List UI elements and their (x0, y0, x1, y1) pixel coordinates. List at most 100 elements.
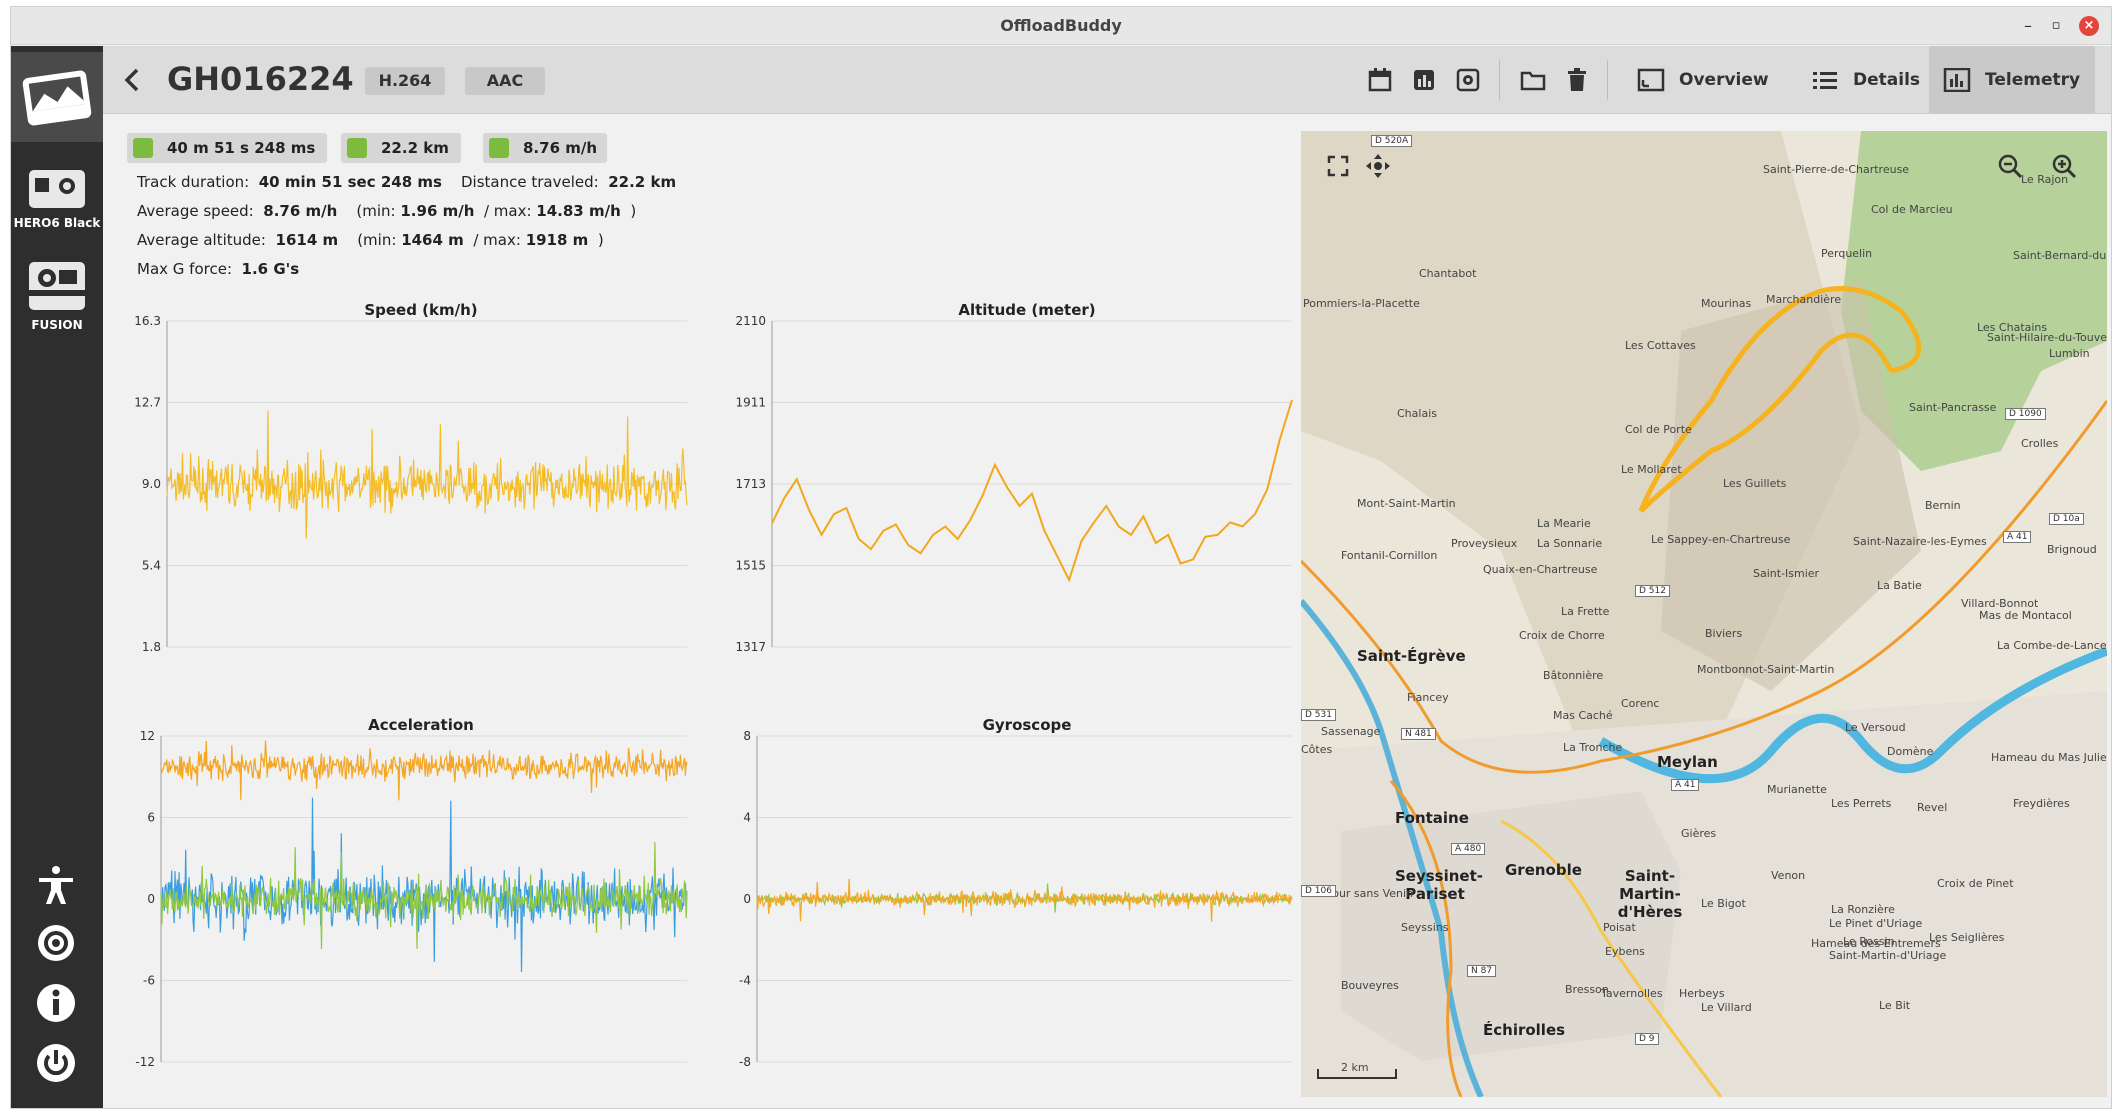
photo-library-icon (22, 70, 92, 126)
y-tick-label: 0 (743, 892, 751, 906)
road-sign: D 520A (1371, 135, 1413, 147)
label: / max: (473, 231, 521, 249)
altitude-series-line (771, 399, 1293, 583)
trash-icon[interactable] (1563, 66, 1591, 94)
map-city: Échirolles (1483, 1021, 1566, 1039)
y-tick-label: -12 (135, 1055, 155, 1069)
chart-icon[interactable] (1410, 66, 1438, 94)
tab-overview[interactable]: Overview (1623, 46, 1773, 114)
minimize-button[interactable]: – (2024, 16, 2032, 35)
accessibility-icon[interactable] (35, 864, 77, 906)
series-line-1 (166, 410, 688, 539)
map-place-label: Les Chatains (1977, 321, 2048, 334)
back-arrow-icon[interactable] (121, 66, 145, 94)
map-place-label: Les Perrets (1831, 797, 1892, 810)
maximize-button[interactable]: ▫ (2051, 18, 2061, 33)
map-place-label: Col de Porte (1625, 423, 1692, 436)
series-line-3 (160, 740, 688, 801)
toolbar-separator (1607, 60, 1608, 100)
map-place-label: Sassenage (1321, 725, 1381, 738)
y-tick-label: 1.8 (142, 640, 161, 654)
road-sign: N 87 (1467, 965, 1497, 977)
road-sign: D 1090 (2005, 408, 2046, 420)
close-button[interactable]: × (2079, 16, 2099, 36)
map-place-label: Marchandière (1766, 293, 1842, 306)
label: Track duration: (137, 173, 250, 191)
tab-label: Overview (1679, 70, 1769, 90)
power-icon[interactable] (35, 1042, 77, 1084)
label: / max: (483, 202, 532, 220)
map-place-label: Perquelin (1821, 247, 1873, 260)
avg-speed-line: Average speed: 8.76 m/h (min: 1.96 m/h /… (137, 202, 636, 220)
map-place-label: Montbonnot-Saint-Martin (1697, 663, 1835, 676)
map-place-label: Le Villard (1701, 1001, 1752, 1014)
camera-hero6-black[interactable]: HERO6 Black (11, 166, 103, 230)
map-place-label: Le Sappey-en-Chartreuse (1651, 533, 1791, 546)
folder-icon[interactable] (1519, 66, 1547, 94)
road-sign: D 512 (1635, 585, 1670, 597)
tab-details[interactable]: Details (1797, 46, 1927, 114)
y-tick-label: 5.4 (142, 559, 161, 573)
map-place-label: Seyssins (1401, 921, 1449, 934)
recenter-icon[interactable] (1363, 151, 1393, 181)
map-city: Saint-Égrève (1357, 647, 1466, 665)
value: 40 min 51 sec 248 ms (258, 173, 442, 191)
camera-label: FUSION (31, 318, 83, 332)
road-sign: A 41 (1671, 779, 1700, 791)
value: 22.2 km (608, 173, 677, 191)
value: 1918 m (525, 231, 589, 249)
zoom-out-icon[interactable] (1995, 151, 2025, 181)
label: Max G force: (137, 260, 232, 278)
stopwatch-icon (133, 138, 153, 158)
map-view[interactable]: Saint-Égrève Meylan Grenoble Saint-Marti… (1301, 131, 2107, 1097)
map-place-label: La Frette (1561, 605, 1610, 618)
fullscreen-icon[interactable] (1323, 151, 1353, 181)
label: (min: (357, 231, 397, 249)
altitude-chart-title: Altitude (meter) (958, 301, 1096, 319)
map-place-label: Venon (1771, 869, 1806, 882)
map-place-label: La Tour sans Venin (1311, 887, 1414, 900)
map-place-label: Revel (1917, 801, 1948, 814)
y-tick-label: 1515 (735, 559, 766, 573)
y-tick-label: 1317 (735, 640, 766, 654)
list-icon (1813, 72, 1837, 89)
y-tick-label: 0 (147, 892, 155, 906)
map-place-label: Croix de Chorre (1519, 629, 1605, 642)
map-place-label: Herbeys (1679, 987, 1725, 1000)
map-place-label: Domène (1887, 745, 1934, 758)
camera-360-icon (29, 262, 85, 310)
map-place-label: Le Rajon (2021, 173, 2069, 186)
value: 8.76 m/h (263, 202, 338, 220)
map-place-label: Le Mollaret (1621, 463, 1682, 476)
map-place-label: Villard-Bonnot (1961, 597, 2039, 610)
road-sign: D 10a (2049, 513, 2084, 525)
zoom-in-icon[interactable] (2049, 151, 2079, 181)
duration-value: 40 m 51 s 248 ms (167, 139, 316, 157)
sidebar: HERO6 Black FUSION (11, 46, 103, 1108)
map-place-label: Biviers (1705, 627, 1743, 640)
map-place-label: La Ronzière (1831, 903, 1895, 916)
tab-telemetry[interactable]: Telemetry (1929, 46, 2095, 114)
road-sign: D 531 (1301, 709, 1336, 721)
map-place-label: Saint-Hilaire-du-Touvet (1987, 331, 2107, 344)
media-library-button[interactable] (11, 52, 103, 142)
map-place-label: Saint-Pierre-de-Chartreuse (1763, 163, 1910, 176)
track-duration-line: Track duration: 40 min 51 sec 248 ms Dis… (137, 173, 676, 191)
camera-label: HERO6 Black (13, 216, 101, 230)
speedometer-icon (489, 138, 509, 158)
toolbar-separator (1499, 60, 1500, 100)
map-place-label: La Tronche (1563, 741, 1623, 754)
gear-icon[interactable] (35, 922, 77, 964)
calendar-icon[interactable] (1366, 66, 1394, 94)
road-sign: N 481 (1401, 728, 1436, 740)
video-codec-badge: H.264 (365, 67, 445, 95)
settings-box-icon[interactable] (1454, 66, 1482, 94)
camera-fusion[interactable]: FUSION (11, 260, 103, 332)
map-city: Fontaine (1395, 809, 1469, 827)
y-tick-label: 1713 (735, 477, 766, 491)
speed-chart-title: Speed (km/h) (364, 301, 478, 319)
map-place-label: Fiancey (1407, 691, 1449, 704)
info-icon[interactable] (35, 982, 77, 1024)
distance-chip: 22.2 km (341, 133, 461, 163)
road-sign: D 106 (1301, 885, 1336, 897)
